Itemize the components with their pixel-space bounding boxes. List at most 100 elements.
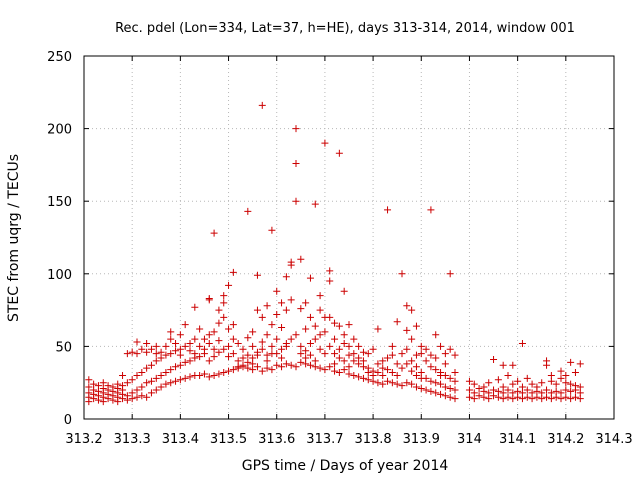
data-point [340, 331, 348, 339]
data-point [297, 305, 305, 313]
data-point [229, 268, 237, 276]
data-point [335, 149, 343, 157]
data-point [297, 342, 305, 350]
data-point [205, 373, 213, 381]
data-point [128, 348, 136, 356]
data-point [225, 342, 233, 350]
data-point [138, 383, 146, 391]
data-point [485, 389, 493, 397]
data-point [292, 197, 300, 205]
data-point [408, 357, 416, 365]
data-point [543, 357, 551, 365]
data-point [417, 385, 425, 393]
data-point [331, 367, 339, 375]
data-point [282, 360, 290, 368]
data-point [239, 361, 247, 369]
data-point [152, 342, 160, 350]
data-point [571, 369, 579, 377]
x-tick-label: 313.2 [65, 432, 102, 447]
data-point [128, 389, 136, 397]
data-point [523, 393, 531, 401]
data-point [509, 389, 517, 397]
data-point [417, 342, 425, 350]
x-tick-label: 314.3 [595, 432, 632, 447]
y-tick-label: 100 [47, 268, 72, 283]
data-point [384, 366, 392, 374]
data-point [446, 385, 454, 393]
data-point [244, 351, 252, 359]
data-point [268, 226, 276, 234]
data-point [403, 302, 411, 310]
data-point [384, 206, 392, 214]
data-point [388, 379, 396, 387]
data-point [297, 358, 305, 366]
data-point [523, 374, 531, 382]
data-point [162, 369, 170, 377]
data-point [437, 380, 445, 388]
data-point [412, 322, 420, 330]
data-point [253, 351, 261, 359]
data-point [326, 313, 334, 321]
data-point [205, 296, 213, 304]
data-point [547, 371, 555, 379]
data-point [123, 392, 131, 400]
data-point [504, 393, 512, 401]
data-point [470, 389, 478, 397]
data-point [403, 326, 411, 334]
data-point [210, 229, 218, 237]
data-point [172, 363, 180, 371]
data-point [253, 363, 261, 371]
data-point [215, 306, 223, 314]
data-point [244, 358, 252, 366]
data-point [306, 361, 314, 369]
data-point [393, 360, 401, 368]
data-point [94, 382, 102, 390]
data-point [446, 374, 454, 382]
data-point [451, 369, 459, 377]
data-point [282, 273, 290, 281]
data-point [85, 383, 93, 391]
data-point [191, 350, 199, 358]
data-point [350, 371, 358, 379]
data-point [123, 379, 131, 387]
data-point [398, 350, 406, 358]
data-point [297, 255, 305, 263]
data-point [567, 358, 575, 366]
data-point [152, 350, 160, 358]
x-tick-label: 313.6 [258, 432, 295, 447]
data-point [147, 389, 155, 397]
data-point [528, 389, 536, 397]
data-point [335, 369, 343, 377]
data-point [292, 331, 300, 339]
y-tick-label: 50 [55, 340, 72, 355]
data-point [306, 339, 314, 347]
data-point [278, 324, 286, 332]
data-point [427, 387, 435, 395]
data-point [326, 342, 334, 350]
x-tick-label: 313.9 [403, 432, 440, 447]
data-point [273, 361, 281, 369]
data-point [490, 355, 498, 363]
data-point [123, 350, 131, 358]
data-point [528, 380, 536, 388]
data-point [196, 342, 204, 350]
data-point [292, 363, 300, 371]
data-point [331, 350, 339, 358]
data-point [157, 371, 165, 379]
data-point [225, 353, 233, 361]
data-point [451, 377, 459, 385]
data-points [85, 101, 584, 406]
data-point [475, 392, 483, 400]
data-point [278, 345, 286, 353]
data-point [562, 393, 570, 401]
data-point [273, 350, 281, 358]
data-point [345, 370, 353, 378]
data-point [571, 393, 579, 401]
data-point [239, 345, 247, 353]
data-point [157, 348, 165, 356]
data-point [538, 379, 546, 387]
data-point [388, 342, 396, 350]
data-point [210, 371, 218, 379]
data-point [335, 354, 343, 362]
data-point [393, 371, 401, 379]
